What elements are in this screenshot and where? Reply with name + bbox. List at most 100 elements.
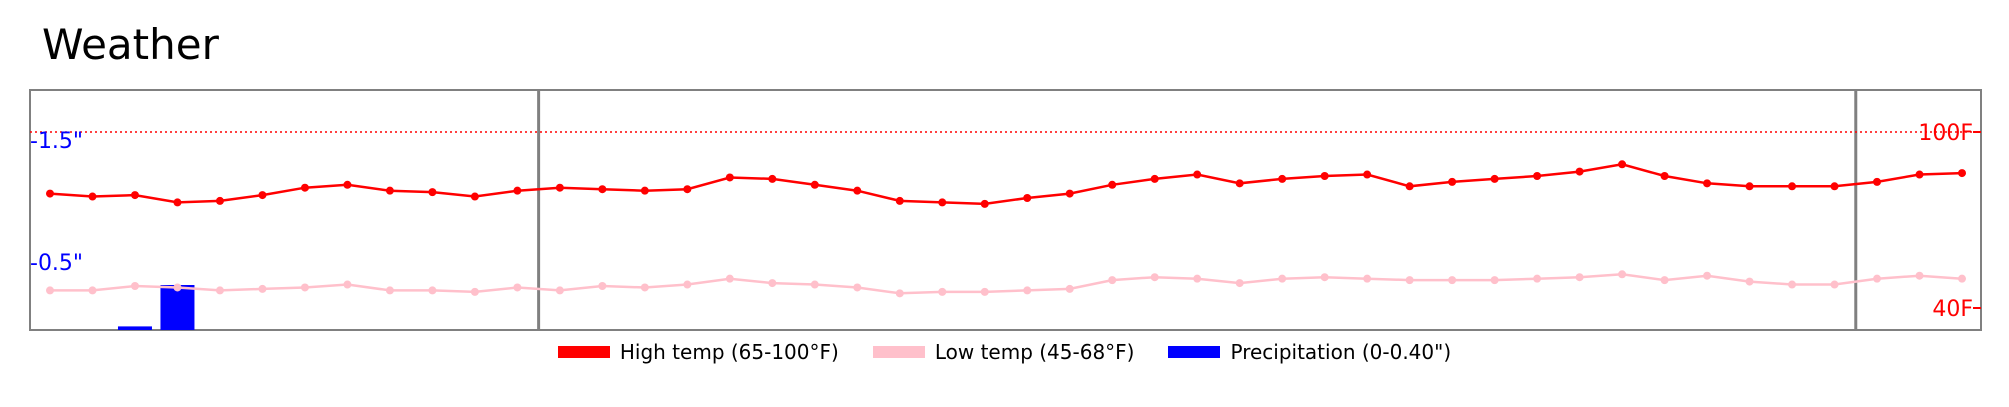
low-temp-point-34 [1490, 276, 1499, 285]
low-temp-point-28 [1235, 279, 1244, 288]
high-temp-point-16 [725, 173, 734, 182]
low-temp-point-26 [1150, 273, 1159, 282]
high-temp-point-10 [470, 192, 479, 201]
high-temp-point-31 [1363, 170, 1372, 179]
low-temp-point-2 [130, 282, 139, 290]
temp-tick-label-0: 40F [1932, 297, 1973, 322]
low-temp-point-13 [598, 282, 607, 290]
low-temp-point-21 [938, 287, 947, 296]
low-temp-point-4 [215, 286, 224, 295]
high-temp-point-28 [1235, 179, 1244, 188]
high-temp-point-35 [1533, 172, 1542, 180]
low-temp-point-24 [1065, 284, 1074, 293]
legend-item-high-temp: High temp (65-100°F) [557, 340, 839, 364]
legend-label-high-temp: High temp (65-100°F) [619, 340, 839, 364]
low-temp-point-40 [1745, 277, 1754, 286]
precip-tick-label-1: -0.5" [30, 251, 83, 276]
low-temp-point-16 [725, 274, 734, 283]
precip-bar-3 [160, 285, 195, 330]
low-temp-point-8 [385, 286, 394, 295]
legend-label-precipitation: Precipitation (0-0.40") [1230, 340, 1452, 364]
high-temp-point-34 [1490, 174, 1499, 183]
high-temp-point-5 [258, 191, 267, 200]
high-temp-point-17 [768, 174, 777, 183]
low-temp-point-31 [1363, 274, 1372, 283]
chart-title: Weather [42, 20, 219, 69]
low-temp-point-10 [470, 287, 479, 296]
low-temp-point-41 [1788, 280, 1797, 289]
high-temp-point-3 [173, 198, 182, 207]
low-temp-point-43 [1873, 274, 1882, 283]
legend-item-low-temp: Low temp (45-68°F) [872, 340, 1134, 364]
high-temp-point-39 [1703, 179, 1712, 188]
low-temp-point-17 [768, 279, 777, 288]
high-temp-point-38 [1660, 172, 1669, 180]
low-temp-point-38 [1660, 276, 1669, 285]
low-temp-point-45 [1958, 274, 1966, 283]
low-temp-point-20 [895, 289, 904, 298]
high-temp-point-36 [1575, 167, 1584, 176]
low-temp-point-23 [1023, 286, 1032, 295]
high-temp-line [49, 163, 1963, 206]
precip-tick-label-0: -1.5" [30, 129, 83, 154]
high-temp-point-24 [1065, 189, 1074, 198]
low-temp-point-27 [1193, 274, 1202, 283]
low-temp-point-6 [300, 283, 309, 292]
low-temp-point-33 [1448, 276, 1457, 285]
high-temp-point-7 [343, 180, 352, 189]
high-temp-point-42 [1830, 182, 1839, 191]
low-temp-point-15 [683, 280, 692, 289]
low-temp-point-19 [853, 283, 862, 292]
low-temp-point-12 [555, 286, 564, 295]
low-temp-point-14 [640, 283, 649, 292]
high-temp-point-23 [1023, 194, 1032, 202]
high-temp-point-25 [1108, 180, 1117, 189]
legend-swatch-low-temp [872, 346, 925, 358]
high-temp-point-44 [1915, 170, 1924, 179]
high-temp-point-1 [88, 192, 97, 201]
high-temp-point-6 [300, 183, 309, 192]
high-temp-point-4 [215, 196, 224, 205]
high-temp-point-15 [683, 185, 692, 194]
low-temp-point-29 [1278, 274, 1287, 283]
high-temp-point-33 [1448, 177, 1457, 186]
high-temp-point-41 [1788, 182, 1797, 191]
low-temp-point-42 [1830, 280, 1839, 289]
low-temp-point-7 [343, 280, 352, 289]
low-temp-point-35 [1533, 274, 1542, 283]
legend-swatch-high-temp [557, 346, 610, 358]
low-temp-point-1 [88, 286, 97, 295]
high-temp-point-0 [46, 189, 54, 198]
high-temp-point-22 [980, 199, 989, 208]
high-temp-point-19 [853, 186, 862, 195]
low-temp-point-32 [1405, 276, 1414, 285]
high-temp-point-27 [1193, 170, 1202, 179]
high-temp-point-29 [1278, 174, 1287, 183]
high-temp-point-30 [1320, 172, 1329, 180]
low-temp-point-44 [1915, 271, 1924, 280]
high-temp-point-32 [1405, 182, 1414, 191]
legend-swatch-precipitation [1168, 346, 1221, 358]
low-temp-point-37 [1618, 270, 1627, 279]
low-temp-point-11 [513, 283, 522, 292]
high-temp-point-45 [1958, 169, 1966, 178]
low-temp-line [50, 273, 1963, 295]
high-temp-point-26 [1150, 174, 1159, 183]
weather-chart: 40F 100F -1.5" -0.5" [29, 89, 1982, 331]
low-temp-point-39 [1703, 271, 1712, 280]
low-temp-point-30 [1320, 273, 1329, 282]
high-temp-point-11 [513, 186, 522, 195]
plot-frame [29, 89, 1982, 331]
temp-tick-label-1: 100F [1918, 121, 1973, 146]
legend: High temp (65-100°F) Low temp (45-68°F) … [0, 340, 2009, 364]
high-temp-point-14 [640, 186, 649, 195]
low-temp-point-5 [258, 284, 267, 293]
high-temp-point-13 [598, 185, 607, 194]
high-temp-point-9 [428, 188, 437, 197]
precip-bar-2 [117, 326, 152, 330]
high-temp-point-12 [555, 183, 564, 192]
high-temp-point-37 [1618, 160, 1627, 169]
high-temp-point-43 [1873, 177, 1882, 186]
high-temp-point-20 [895, 196, 904, 205]
legend-item-precipitation: Precipitation (0-0.40") [1168, 340, 1451, 364]
